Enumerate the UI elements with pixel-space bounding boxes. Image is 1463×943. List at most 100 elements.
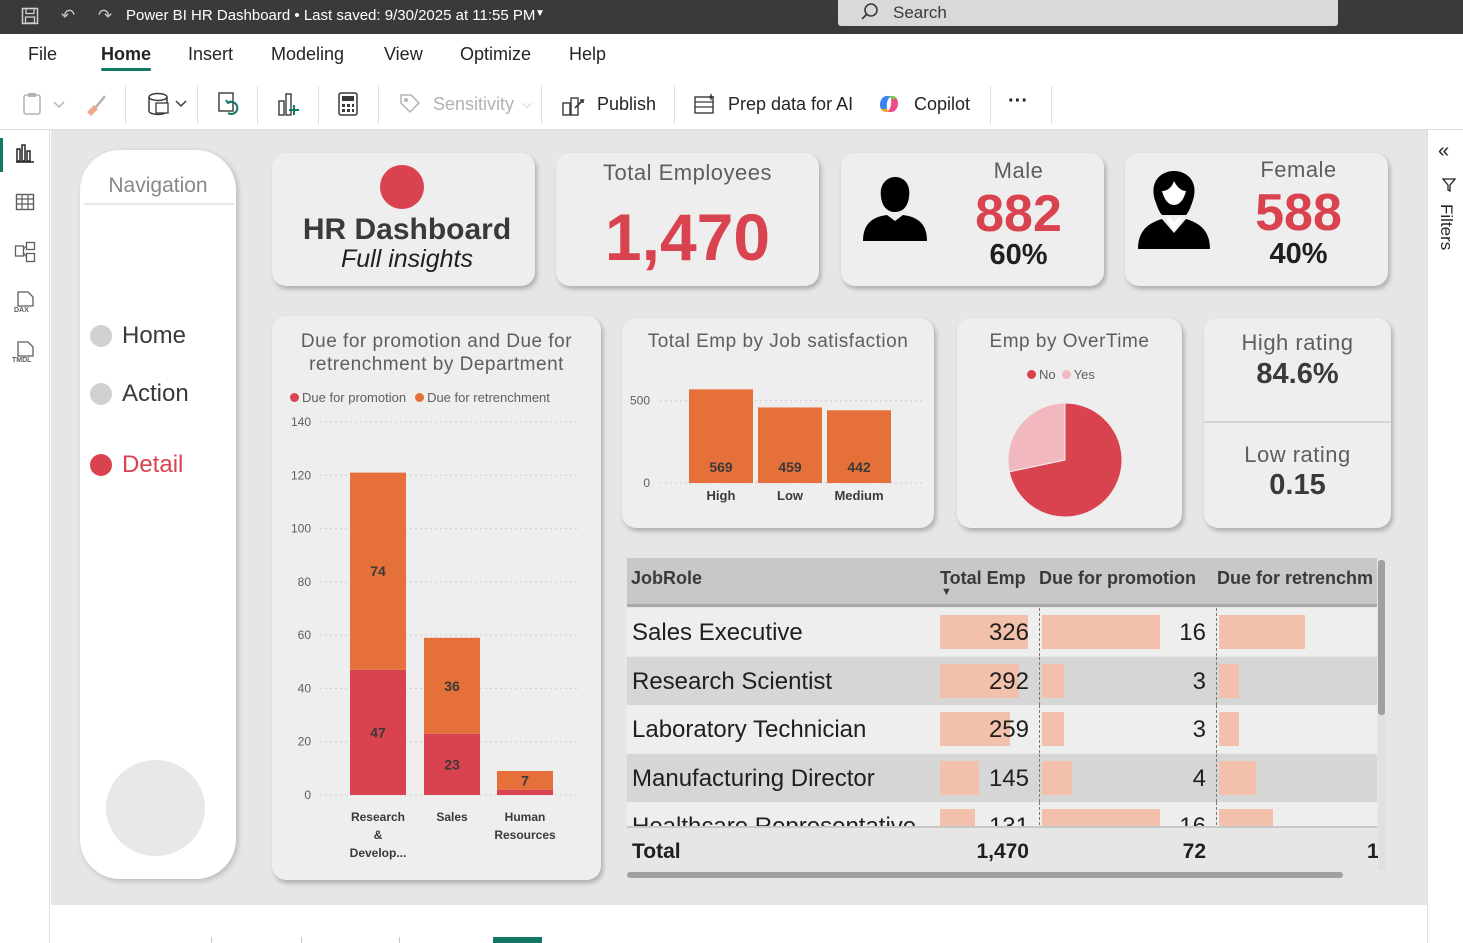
table-row[interactable]: Healthcare Representative 131 16	[627, 802, 1377, 826]
bar-segment	[497, 771, 553, 790]
menu-bar: File Home Insert Modeling View Optimize …	[0, 34, 1463, 72]
title-dropdown-icon[interactable]: ▼	[535, 8, 545, 19]
bar-data-label: 36	[444, 678, 460, 694]
ribbon-separator	[125, 86, 126, 124]
table-row[interactable]: Research Scientist 292 3	[627, 656, 1377, 705]
female-percent: 40%	[1269, 238, 1328, 270]
format-painter-icon[interactable]	[84, 89, 108, 119]
navigation-title: Navigation	[108, 174, 208, 197]
paste-button[interactable]	[22, 89, 66, 119]
redo-icon[interactable]: ↷	[97, 6, 113, 25]
nav-detail[interactable]: Detail	[90, 451, 183, 479]
bar-segment	[497, 789, 553, 795]
refresh-icon[interactable]	[216, 89, 242, 119]
menu-optimize[interactable]: Optimize	[460, 44, 532, 64]
bar-data-label: 459	[778, 459, 802, 475]
col-header-promotion[interactable]: Due for promotion	[1033, 558, 1211, 604]
retrenchment-databar	[1219, 760, 1257, 795]
column-divider	[1039, 802, 1040, 826]
new-visual-icon[interactable]	[275, 89, 301, 119]
nav-decorative-circle	[106, 760, 205, 856]
save-icon[interactable]	[17, 3, 43, 29]
table-row[interactable]: Laboratory Technician 259 3	[627, 705, 1377, 753]
tab-divider	[301, 937, 302, 943]
cell-jobrole: Sales Executive	[632, 619, 803, 646]
male-label: Male	[993, 158, 1044, 183]
nav-bullet	[90, 325, 112, 347]
horizontal-scroll-thumb[interactable]	[627, 872, 1343, 878]
search-icon	[860, 2, 880, 27]
sort-descending-icon: ▼	[941, 586, 952, 598]
sensitivity-button[interactable]: Sensitivity ⌵	[397, 89, 532, 119]
job-satisfaction-chart: 0 500 569 High 459 Low 442 Medium	[630, 389, 922, 503]
nav-home-label: Home	[122, 322, 187, 349]
filters-pane[interactable]: « Filters	[1427, 130, 1463, 943]
column-divider	[1216, 705, 1217, 753]
ribbon-separator	[1051, 86, 1052, 124]
column-divider	[1039, 705, 1040, 753]
table-view-icon[interactable]	[12, 189, 38, 215]
promotion-databar	[1042, 712, 1065, 746]
col-header-jobrole[interactable]: JobRole	[627, 558, 933, 604]
menu-help[interactable]: Help	[569, 44, 607, 64]
copilot-button[interactable]: Copilot	[876, 89, 970, 119]
cell-total-emp: 326	[988, 619, 1029, 646]
x-category-label: Research	[351, 810, 405, 824]
vertical-scrollbar[interactable]	[1378, 560, 1385, 870]
sensitivity-label: Sensitivity	[433, 93, 515, 114]
table-row[interactable]: Sales Executive 326 16	[627, 608, 1377, 656]
overtime-title: Emp by OverTime	[989, 331, 1150, 352]
page-tabs-bar	[51, 905, 1427, 943]
menu-insert[interactable]: Insert	[188, 44, 234, 64]
copilot-label: Copilot	[914, 93, 971, 114]
collapse-pane-icon[interactable]: «	[1438, 140, 1450, 162]
female-label: Female	[1260, 157, 1337, 182]
nav-home[interactable]: Home	[90, 322, 186, 350]
search-box[interactable]: Search	[838, 0, 1338, 26]
promotion-databar	[1042, 809, 1160, 826]
ribbon: Sensitivity ⌵ Publish Prep data for AI C…	[0, 72, 1463, 130]
cell-promotion: 16	[1179, 619, 1206, 646]
table-body: Sales Executive 326 16 Research Scientist 29…	[627, 608, 1377, 826]
bar-data-label: 442	[847, 459, 871, 475]
y-tick-label: 40	[298, 681, 312, 695]
col-header-retrenchment[interactable]: Due for retrenchm	[1211, 558, 1377, 604]
active-page-tab-indicator[interactable]	[493, 937, 542, 943]
menu-view[interactable]: View	[384, 44, 423, 64]
cell-total-emp: 259	[988, 716, 1029, 743]
col-header-total-emp[interactable]: Total Emp ▼	[933, 558, 1039, 604]
table-row[interactable]: Manufacturing Director 145 4	[627, 753, 1377, 802]
bar-data-label: 7	[521, 772, 529, 788]
overtime-pie-chart	[1007, 402, 1123, 518]
get-data-button[interactable]	[146, 89, 190, 119]
retrenchment-databar	[1219, 809, 1274, 826]
publish-button[interactable]: Publish	[561, 89, 656, 119]
prep-data-label: Prep data for AI	[728, 93, 854, 114]
column-divider	[1216, 753, 1217, 802]
menu-home[interactable]: Home	[101, 44, 152, 64]
menu-modeling[interactable]: Modeling	[271, 44, 345, 64]
model-view-icon[interactable]	[12, 239, 38, 265]
dax-query-view-icon[interactable]: DAX	[12, 289, 38, 315]
tmdl-view-icon[interactable]: TMDL	[12, 339, 38, 365]
cell-total-emp: 292	[988, 667, 1029, 695]
pie-slice	[1008, 402, 1123, 518]
pie-slice	[1007, 402, 1066, 473]
new-measure-icon[interactable]	[337, 89, 359, 119]
vertical-scroll-thumb[interactable]	[1378, 560, 1385, 715]
undo-icon[interactable]: ↶	[60, 6, 76, 25]
total-divider	[627, 826, 1377, 828]
filters-label[interactable]: Filters	[1437, 204, 1456, 251]
promotion-databar	[1042, 663, 1065, 698]
total-emp-value: 1,470	[976, 840, 1029, 863]
total-employees-card: Total Employees 1,470	[556, 153, 819, 286]
report-view-icon[interactable]	[12, 140, 38, 166]
legend-swatch	[415, 393, 425, 402]
prep-data-button[interactable]: Prep data for AI	[693, 89, 853, 119]
menu-file[interactable]: File	[28, 44, 58, 64]
total-emp-databar	[940, 712, 1010, 746]
tab-divider	[211, 937, 212, 943]
legend-swatch	[1061, 370, 1071, 379]
nav-action[interactable]: Action	[90, 380, 189, 408]
more-options-button[interactable]: ···	[1008, 89, 1028, 112]
